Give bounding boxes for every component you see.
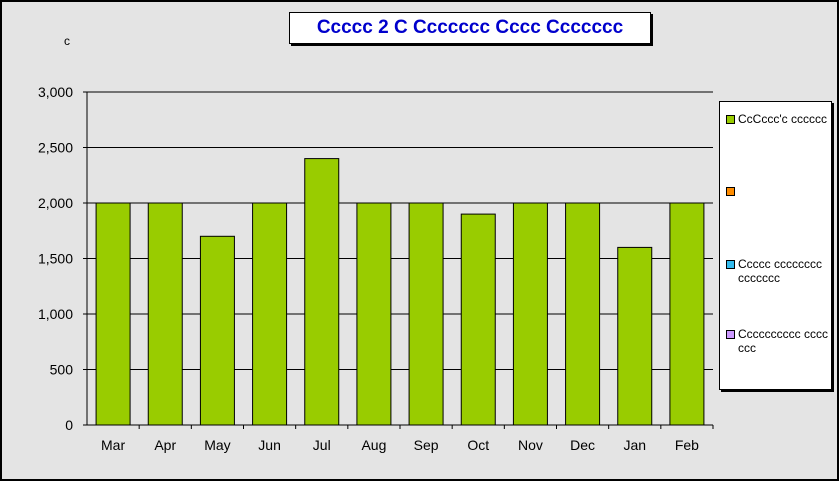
- legend-swatch: [726, 330, 735, 339]
- legend-label: CcCccc'c cccccc: [738, 112, 827, 126]
- x-tick-label: Dec: [570, 437, 595, 453]
- bar: [669, 202, 705, 426]
- legend-item: [726, 184, 830, 196]
- bar: [356, 202, 392, 426]
- bar: [512, 202, 548, 426]
- chart-title: Ccccc 2 C Ccccccc Cccc Ccccccc: [289, 12, 651, 44]
- legend-item: Ccccc cccccccc ccccccc: [726, 257, 830, 285]
- x-tick-label: Jun: [258, 437, 281, 453]
- legend-label: Cccccccccc ccccccc: [738, 327, 828, 355]
- x-tick-label: Apr: [154, 437, 176, 453]
- bar: [147, 202, 183, 426]
- x-tick-label: Feb: [675, 437, 699, 453]
- x-tick-label: Jan: [623, 437, 646, 453]
- bar: [617, 246, 653, 426]
- bar: [408, 202, 444, 426]
- x-tick-label: Nov: [518, 437, 543, 453]
- legend-label: Ccccc cccccccc ccccccc: [738, 257, 822, 285]
- y-tick-label: 2,500: [38, 140, 73, 156]
- y-axis-label: c: [64, 34, 70, 48]
- y-tick-label: 0: [65, 417, 73, 433]
- legend-item: CcCccc'c cccccc: [726, 112, 830, 126]
- bar: [304, 158, 340, 426]
- bar: [95, 202, 131, 426]
- x-tick-label: Sep: [414, 437, 439, 453]
- y-tick-label: 1,000: [38, 306, 73, 322]
- legend-item: Cccccccccc ccccccc: [726, 327, 830, 355]
- y-tick-label: 3,000: [38, 84, 73, 100]
- x-tick-label: Oct: [467, 437, 489, 453]
- x-tick-label: Jul: [313, 437, 331, 453]
- bar: [460, 213, 496, 426]
- bar: [252, 202, 288, 426]
- chart-legend: CcCccc'c cccccc Ccccc cccccccc ccccccc Ccc…: [719, 101, 832, 390]
- bar: [565, 202, 601, 426]
- y-tick-label: 500: [50, 362, 74, 378]
- legend-swatch: [726, 260, 735, 269]
- legend-swatch: [726, 187, 735, 196]
- x-tick-label: May: [204, 437, 230, 453]
- y-tick-label: 2,000: [38, 195, 73, 211]
- y-tick-label: 1,500: [38, 251, 73, 267]
- x-tick-label: Aug: [361, 437, 386, 453]
- bar: [199, 235, 235, 426]
- legend-swatch: [726, 115, 735, 124]
- x-tick-label: Mar: [101, 437, 125, 453]
